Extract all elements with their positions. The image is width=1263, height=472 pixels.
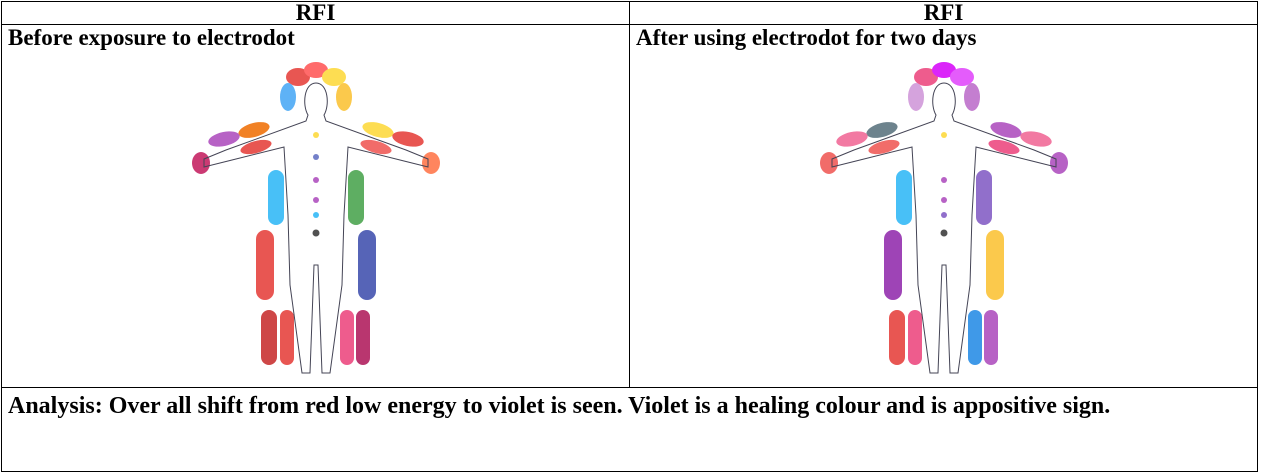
image-cell: After using electrodot for two days — [629, 24, 1258, 388]
image-cell: Before exposure to electrodot — [1, 24, 630, 388]
analysis-row: Analysis: Over all shift from red low en… — [1, 387, 1258, 472]
aura-figure — [191, 62, 440, 374]
caption: Before exposure to electrodot — [8, 25, 295, 50]
image-row: Before exposure to electrodot — [1, 24, 1258, 388]
aura-figure — [819, 62, 1068, 374]
header-row: RFI RFI — [1, 1, 1258, 25]
analysis-text: Analysis: Over all shift from red low en… — [1, 387, 1258, 472]
header-cell: RFI — [1, 1, 630, 25]
header-cell: RFI — [629, 1, 1258, 25]
caption: After using electrodot for two days — [636, 25, 977, 50]
